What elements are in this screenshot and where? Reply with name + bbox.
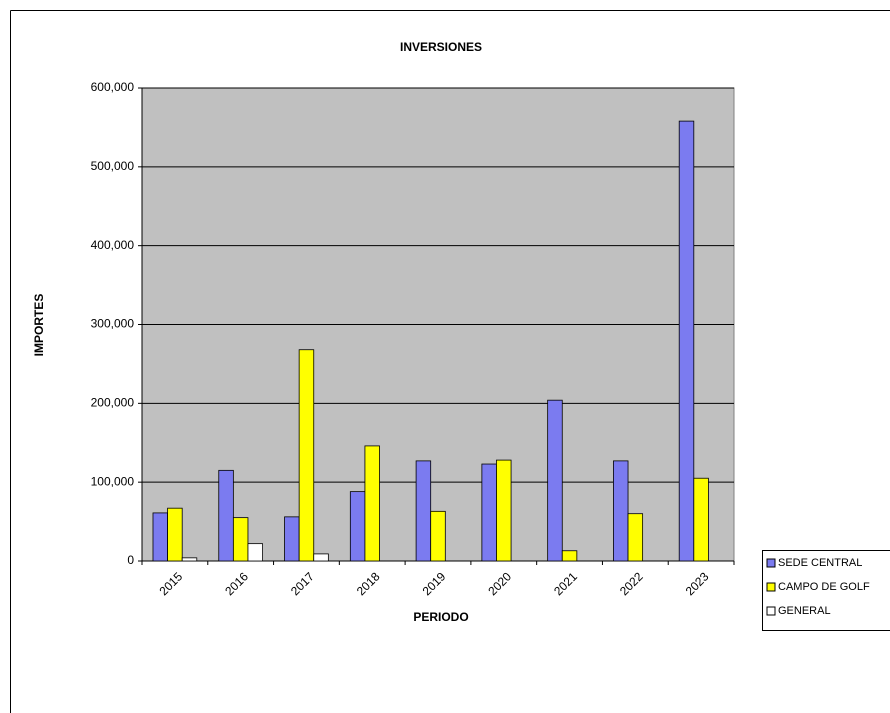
y-tick-label: 200,000 <box>91 396 135 410</box>
bar <box>364 445 380 562</box>
y-tick-label: 600,000 <box>91 80 135 94</box>
bar <box>678 120 695 562</box>
legend-swatch <box>766 558 776 568</box>
x-axis-title: PERIODO <box>413 610 468 624</box>
x-tick-label: 2015 <box>156 569 185 598</box>
bar <box>298 349 315 562</box>
x-tick-label: 2021 <box>551 569 580 598</box>
bar <box>613 460 629 562</box>
bar <box>167 507 183 562</box>
x-tick-label: 2023 <box>683 569 712 598</box>
y-tick-label: 100,000 <box>91 474 135 488</box>
bar <box>561 550 578 562</box>
legend-label: SEDE CENTRAL <box>778 557 862 569</box>
y-tick-label: 400,000 <box>91 238 135 252</box>
y-tick-label: 0 <box>127 553 134 567</box>
bar <box>284 516 300 562</box>
chart-title: INVERSIONES <box>400 40 482 54</box>
bar <box>232 517 249 562</box>
bar <box>313 553 329 562</box>
y-axis-title: IMPORTES <box>32 294 46 357</box>
bar <box>349 491 366 562</box>
bar <box>218 469 234 562</box>
bar <box>481 463 497 562</box>
x-tick-label: 2020 <box>485 569 514 598</box>
legend-label: GENERAL <box>778 605 831 617</box>
bar <box>693 477 709 562</box>
y-tick-label: 500,000 <box>91 159 135 173</box>
bar <box>496 459 512 562</box>
y-tick-label: 300,000 <box>91 317 135 331</box>
legend-swatch <box>766 606 776 616</box>
bar <box>547 399 563 562</box>
x-tick-label: 2022 <box>617 569 646 598</box>
x-tick-label: 2019 <box>420 569 449 598</box>
x-tick-label: 2017 <box>288 569 317 598</box>
x-tick-label: 2018 <box>354 569 383 598</box>
bar <box>247 543 263 562</box>
bar <box>627 513 644 562</box>
legend-swatch <box>766 582 776 592</box>
bar <box>415 460 432 562</box>
legend-box <box>762 550 890 631</box>
bar <box>152 512 168 562</box>
x-tick-label: 2016 <box>222 569 251 598</box>
bar <box>430 510 446 562</box>
legend-label: CAMPO DE GOLF <box>778 581 870 593</box>
bar <box>181 557 198 562</box>
